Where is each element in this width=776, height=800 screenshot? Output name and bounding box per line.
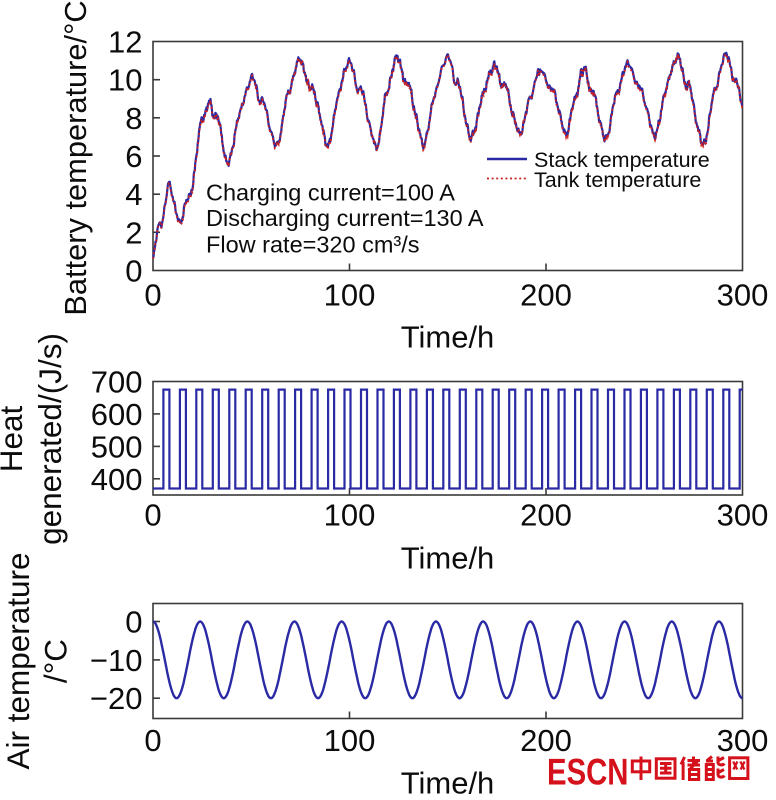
svg-text:−20: −20 [90, 681, 143, 716]
svg-text:200: 200 [520, 723, 572, 758]
svg-text:300: 300 [717, 498, 769, 533]
svg-text:12: 12 [108, 25, 142, 60]
svg-text:10: 10 [108, 63, 142, 98]
svg-text:300: 300 [717, 723, 769, 758]
svg-text:generated/(J/s): generated/(J/s) [32, 333, 68, 545]
svg-text:700: 700 [91, 365, 143, 400]
svg-text:0: 0 [144, 498, 161, 533]
svg-text:500: 500 [91, 429, 143, 464]
svg-text:300: 300 [717, 278, 769, 313]
svg-text:100: 100 [324, 278, 376, 313]
svg-text:Time/h: Time/h [401, 766, 495, 800]
svg-text:0: 0 [125, 254, 142, 289]
svg-text:200: 200 [520, 278, 572, 313]
svg-text:100: 100 [324, 723, 376, 758]
svg-text:2: 2 [125, 215, 142, 250]
svg-text:600: 600 [91, 397, 143, 432]
svg-text:Flow rate=320 cm³/s: Flow rate=320 cm³/s [206, 232, 420, 258]
svg-text:ESCN: ESCN [547, 752, 629, 793]
svg-text:4: 4 [125, 177, 142, 212]
svg-text:/°C: /°C [38, 639, 74, 683]
svg-text:Battery temperature/°C: Battery temperature/°C [58, 0, 93, 315]
svg-text:0: 0 [125, 605, 142, 640]
svg-text:100: 100 [324, 498, 376, 533]
svg-text:8: 8 [125, 101, 142, 136]
svg-text:Charging current=100 A: Charging current=100 A [206, 180, 455, 206]
svg-text:−10: −10 [90, 643, 143, 678]
svg-text:Time/h: Time/h [401, 320, 495, 355]
svg-text:Discharging current=130 A: Discharging current=130 A [206, 205, 484, 231]
svg-text:Stack temperature: Stack temperature [534, 148, 710, 172]
svg-text:Air temperature: Air temperature [0, 552, 36, 769]
svg-text:6: 6 [125, 139, 142, 174]
svg-text:Heat: Heat [0, 405, 29, 472]
svg-text:400: 400 [91, 462, 143, 497]
svg-text:0: 0 [144, 723, 161, 758]
svg-text:200: 200 [520, 498, 572, 533]
svg-text:0: 0 [144, 278, 161, 313]
svg-text:Tank temperature: Tank temperature [534, 168, 701, 192]
svg-text:Time/h: Time/h [401, 541, 495, 576]
